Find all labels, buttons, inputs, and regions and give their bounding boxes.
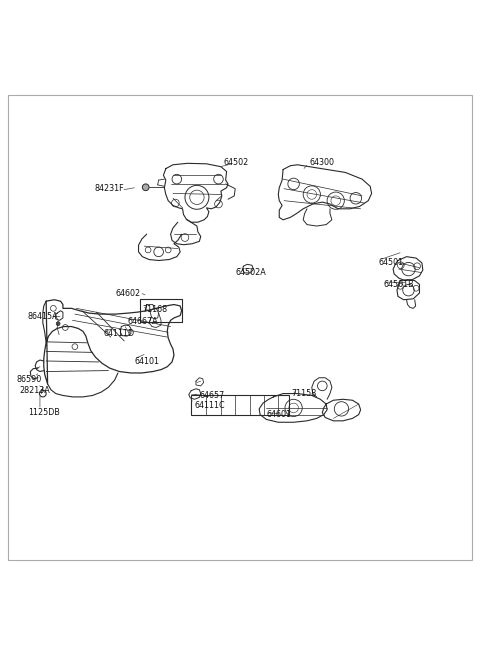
Text: 86590: 86590 [16, 375, 42, 384]
Text: 64501: 64501 [379, 258, 404, 267]
Text: 84231F: 84231F [94, 184, 124, 193]
Text: 28213A: 28213A [20, 386, 50, 395]
Text: 71158: 71158 [291, 389, 316, 398]
Bar [191, 396, 289, 415]
Text: 64111D: 64111D [104, 329, 135, 338]
Text: 64101: 64101 [135, 356, 160, 365]
Text: 64501B: 64501B [384, 280, 414, 289]
Text: 64601: 64601 [267, 410, 292, 419]
Text: 64657: 64657 [199, 391, 225, 400]
Text: 64502: 64502 [223, 158, 249, 167]
Text: 64502A: 64502A [235, 268, 266, 277]
Text: 64111C: 64111C [194, 401, 225, 410]
Text: 86415A: 86415A [27, 312, 58, 321]
Circle shape [143, 184, 149, 191]
Text: 64602: 64602 [116, 290, 141, 299]
Text: 64300: 64300 [310, 158, 335, 167]
Text: 1125DB: 1125DB [28, 408, 60, 417]
Text: 64667A: 64667A [128, 317, 158, 326]
Text: 71168: 71168 [142, 305, 167, 314]
Circle shape [56, 322, 60, 326]
